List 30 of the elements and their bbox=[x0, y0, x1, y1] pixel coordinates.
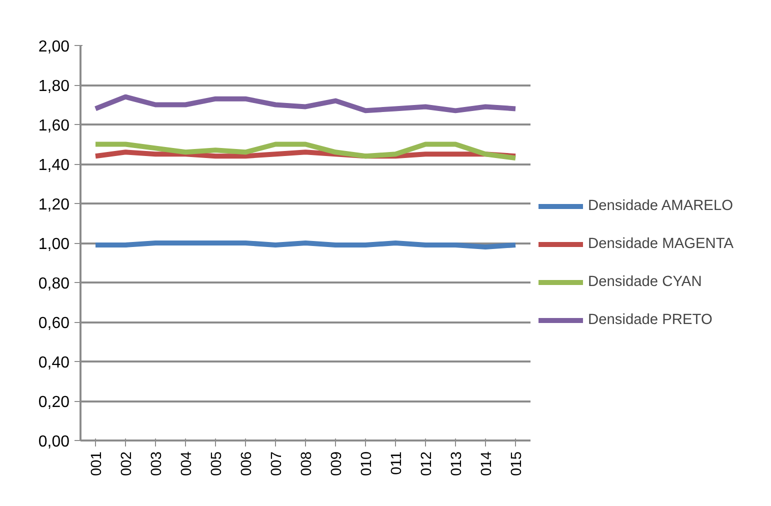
x-tick-label: 006 bbox=[239, 451, 255, 476]
x-tick-label: 007 bbox=[269, 451, 285, 476]
x-tick-label: 010 bbox=[359, 451, 375, 476]
y-tick-label: 0,80 bbox=[38, 276, 70, 292]
x-tick-label: 003 bbox=[149, 451, 165, 476]
y-tick-label: 1,40 bbox=[38, 157, 70, 174]
x-tick-label: 011 bbox=[389, 451, 405, 475]
x-tick-label: 015 bbox=[509, 451, 525, 476]
y-tick-label: 0,60 bbox=[38, 315, 70, 332]
legend-label: Densidade AMARELO bbox=[588, 198, 734, 214]
x-tick-label: 001 bbox=[89, 451, 105, 476]
legend-label: Densidade CYAN bbox=[588, 274, 702, 290]
x-tick-label: 014 bbox=[479, 451, 495, 476]
x-tick-label: 002 bbox=[119, 451, 135, 476]
x-tick-label: 008 bbox=[299, 451, 315, 476]
x-tick-label: 012 bbox=[419, 451, 435, 476]
y-tick-label: 1,60 bbox=[38, 118, 70, 134]
y-tick-label: 0,40 bbox=[38, 354, 70, 372]
x-tick-label: 013 bbox=[449, 451, 465, 476]
legend-label: Densidade PRETO bbox=[588, 312, 712, 328]
legend-label: Densidade MAGENTA bbox=[588, 236, 734, 252]
y-tick-label: 0,00 bbox=[38, 434, 70, 450]
x-tick-label: 005 bbox=[209, 451, 225, 476]
y-tick-label: 2,00 bbox=[38, 38, 70, 56]
y-tick-label: 1,20 bbox=[38, 196, 70, 214]
y-tick-label: 0,20 bbox=[38, 394, 70, 411]
x-tick-label: 004 bbox=[179, 451, 195, 476]
y-tick-label: 1,00 bbox=[38, 236, 70, 253]
y-tick-label: 1,80 bbox=[38, 78, 70, 95]
x-tick-label: 009 bbox=[329, 451, 345, 476]
